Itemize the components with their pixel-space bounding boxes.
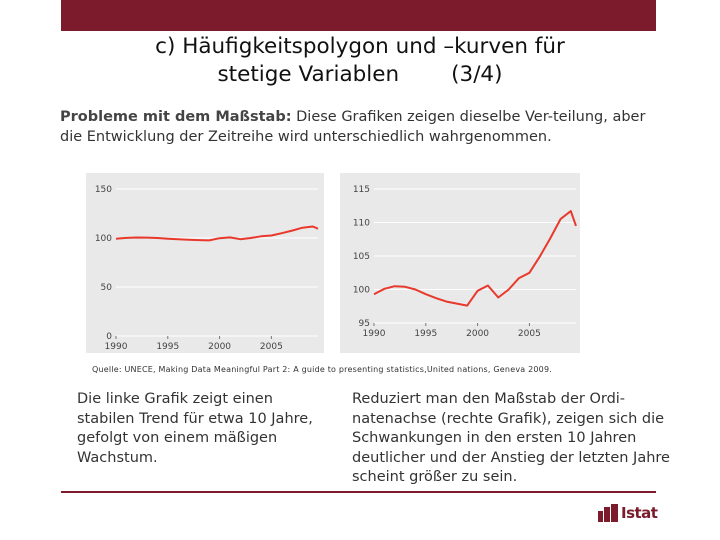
left-explanation: Die linke Grafik zeigt einen stabilen Tr…	[77, 391, 313, 466]
left-x-tick-label: 2000	[208, 342, 231, 352]
left-y-tick-label: 50	[101, 283, 113, 293]
right-y-tick-label: 95	[359, 319, 370, 329]
chart-right: 95 100 105 110 115 1990 1995 2000 2005	[340, 173, 580, 353]
right-x-tick-label: 2005	[518, 329, 541, 339]
footer-divider	[61, 491, 656, 493]
right-explanation: Reduziert man den Maßstab der Ordi-naten…	[352, 391, 670, 485]
chart-left: 0 50 100 150 1990 1995 2000 2005	[86, 173, 324, 353]
intro-paragraph: Probleme mit dem Maßstab: Diese Grafiken…	[60, 108, 660, 147]
left-y-tick-label: 100	[95, 234, 112, 244]
title-line2: stetige Variablen	[217, 62, 400, 87]
right-y-tick-label: 115	[353, 185, 370, 195]
header-bar	[61, 0, 656, 31]
left-y-tick-label: 0	[106, 332, 112, 342]
right-y-tick-label: 100	[353, 286, 370, 296]
right-x-tick-label: 2000	[466, 329, 489, 339]
istat-logo: Istat	[598, 502, 658, 524]
title-page-indicator: (3/4)	[451, 62, 503, 87]
right-x-tick-label: 1995	[414, 329, 437, 339]
istat-logo-icon	[598, 504, 618, 522]
istat-logo-text: Istat	[621, 504, 658, 522]
left-x-tick-label: 1990	[105, 342, 128, 352]
page-title: c) Häufigkeitspolygon und –kurven für st…	[60, 33, 660, 89]
intro-bold-lead: Probleme mit dem Maßstab:	[60, 109, 292, 125]
title-line1: c) Häufigkeitspolygon und –kurven für	[155, 34, 565, 59]
left-series-line-0	[115, 225, 319, 242]
chart-left-svg: 0 50 100 150 1990 1995 2000 2005	[95, 185, 319, 352]
right-y-tick-label: 105	[353, 252, 370, 262]
right-y-tick-label: 110	[353, 219, 370, 229]
right-x-tick-label: 1990	[363, 329, 386, 339]
intro-text: Diese Grafiken zeigen dieselbe Ver-teilu…	[60, 109, 646, 145]
right-series-line-0	[373, 210, 577, 307]
source-citation: Quelle: UNECE, Making Data Meaningful Pa…	[92, 365, 553, 374]
left-x-tick-label: 1995	[156, 342, 179, 352]
left-x-tick-label: 2005	[260, 342, 283, 352]
chart-right-svg: 95 100 105 110 115 1990 1995 2000 2005	[353, 185, 577, 339]
title-line2-wrap: stetige Variablen (3/4)	[60, 61, 660, 89]
left-y-tick-label: 150	[95, 185, 112, 195]
